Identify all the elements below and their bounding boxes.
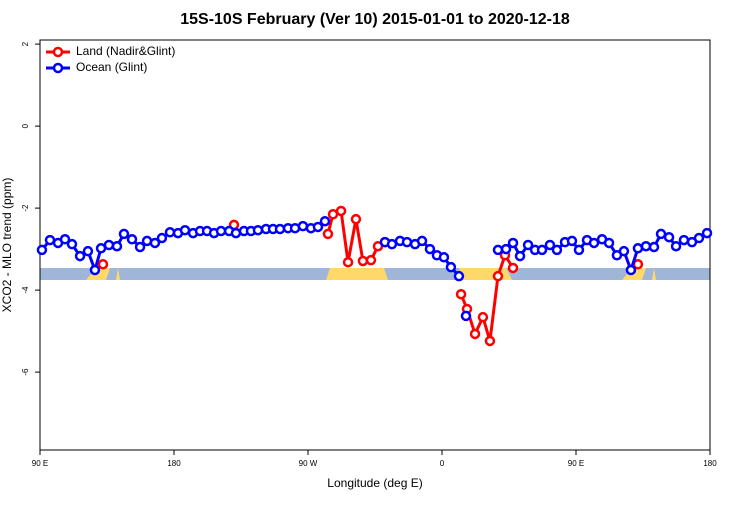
- data-point: [350, 213, 362, 225]
- plot-frame: [39, 39, 711, 451]
- data-point: [416, 235, 428, 247]
- data-point: [365, 254, 377, 266]
- data-point: [618, 245, 630, 257]
- chart-title: 15S-10S February (Ver 10) 2015-01-01 to …: [180, 11, 570, 28]
- data-point: [655, 228, 667, 240]
- land-strip: [326, 268, 388, 280]
- data-point: [678, 234, 690, 246]
- data-point: [156, 232, 168, 244]
- x-tick-label: 180: [703, 459, 717, 468]
- data-point: [274, 223, 286, 235]
- data-point: [103, 239, 115, 251]
- land-strip: [116, 268, 120, 280]
- x-axis-label: Longitude (deg E): [327, 476, 422, 490]
- data-point: [492, 270, 504, 282]
- land-mask: [40, 268, 710, 280]
- land-strip: [652, 268, 656, 280]
- data-point: [386, 238, 398, 250]
- y-tick-label: 2: [21, 41, 30, 46]
- data-point: [670, 240, 682, 252]
- data-point: [566, 235, 578, 247]
- data-point: [335, 205, 347, 217]
- data-point: [536, 244, 548, 256]
- data-point: [342, 256, 354, 268]
- data-point: [164, 227, 176, 238]
- data-point: [507, 262, 519, 274]
- data-point: [82, 245, 94, 257]
- data-point: [126, 234, 138, 245]
- data-point: [445, 261, 457, 273]
- data-point: [603, 237, 615, 249]
- x-tick-label: 180: [167, 459, 181, 468]
- data-point: [149, 237, 161, 249]
- data-point: [514, 250, 526, 262]
- data-point: [663, 231, 675, 243]
- data-point: [648, 241, 660, 253]
- x-tick-label: 90 E: [32, 459, 48, 468]
- data-point: [588, 237, 600, 249]
- data-point: [484, 335, 496, 347]
- data-point: [522, 239, 534, 251]
- data-point: [118, 228, 130, 240]
- data-point: [460, 310, 472, 322]
- data-point: [89, 264, 101, 276]
- data-point: [36, 244, 48, 256]
- data-point: [544, 239, 556, 251]
- data-point: [492, 244, 504, 256]
- legend-marker: [52, 62, 64, 74]
- data-point: [551, 244, 563, 256]
- data-point: [640, 240, 652, 252]
- data-point: [625, 264, 637, 276]
- data-point: [424, 243, 436, 255]
- y-tick-label: 0: [21, 123, 30, 128]
- data-point: [357, 255, 369, 267]
- data-point: [500, 243, 512, 255]
- data-point: [438, 252, 450, 263]
- data-point: [573, 244, 585, 256]
- data-point: [66, 238, 78, 250]
- data-point: [322, 228, 334, 240]
- data-point: [59, 234, 71, 245]
- x-tick-label: 0: [440, 459, 445, 468]
- data-point: [97, 259, 109, 270]
- y-tick-label: -6: [21, 368, 30, 376]
- data-point: [632, 243, 644, 254]
- data-point: [319, 215, 331, 227]
- data-point: [477, 311, 489, 323]
- y-axis-label: XCO2 - MLO trend (ppm): [0, 178, 14, 313]
- data-point: [455, 288, 467, 300]
- data-point: [252, 224, 264, 236]
- data-point: [297, 220, 309, 232]
- legend-marker: [52, 46, 64, 58]
- legend-label: Land (Nadir&Glint): [76, 44, 175, 58]
- data-point: [469, 328, 481, 340]
- land-strip: [456, 268, 512, 280]
- data-point: [327, 209, 339, 220]
- y-tick-label: -2: [21, 204, 30, 212]
- data-point: [453, 270, 465, 282]
- data-point: [401, 236, 413, 248]
- legend-label: Ocean (Glint): [76, 60, 147, 74]
- data-point: [701, 227, 713, 239]
- data-point: [230, 227, 242, 239]
- data-point: [74, 250, 86, 262]
- data-point: [693, 232, 705, 244]
- y-tick-label: -4: [21, 286, 30, 294]
- x-tick-label: 90 E: [568, 459, 584, 468]
- data-point: [111, 240, 123, 252]
- data-point: [507, 237, 519, 249]
- x-tick-label: 90 W: [299, 459, 318, 468]
- data-point: [134, 241, 146, 253]
- data-point: [312, 221, 324, 233]
